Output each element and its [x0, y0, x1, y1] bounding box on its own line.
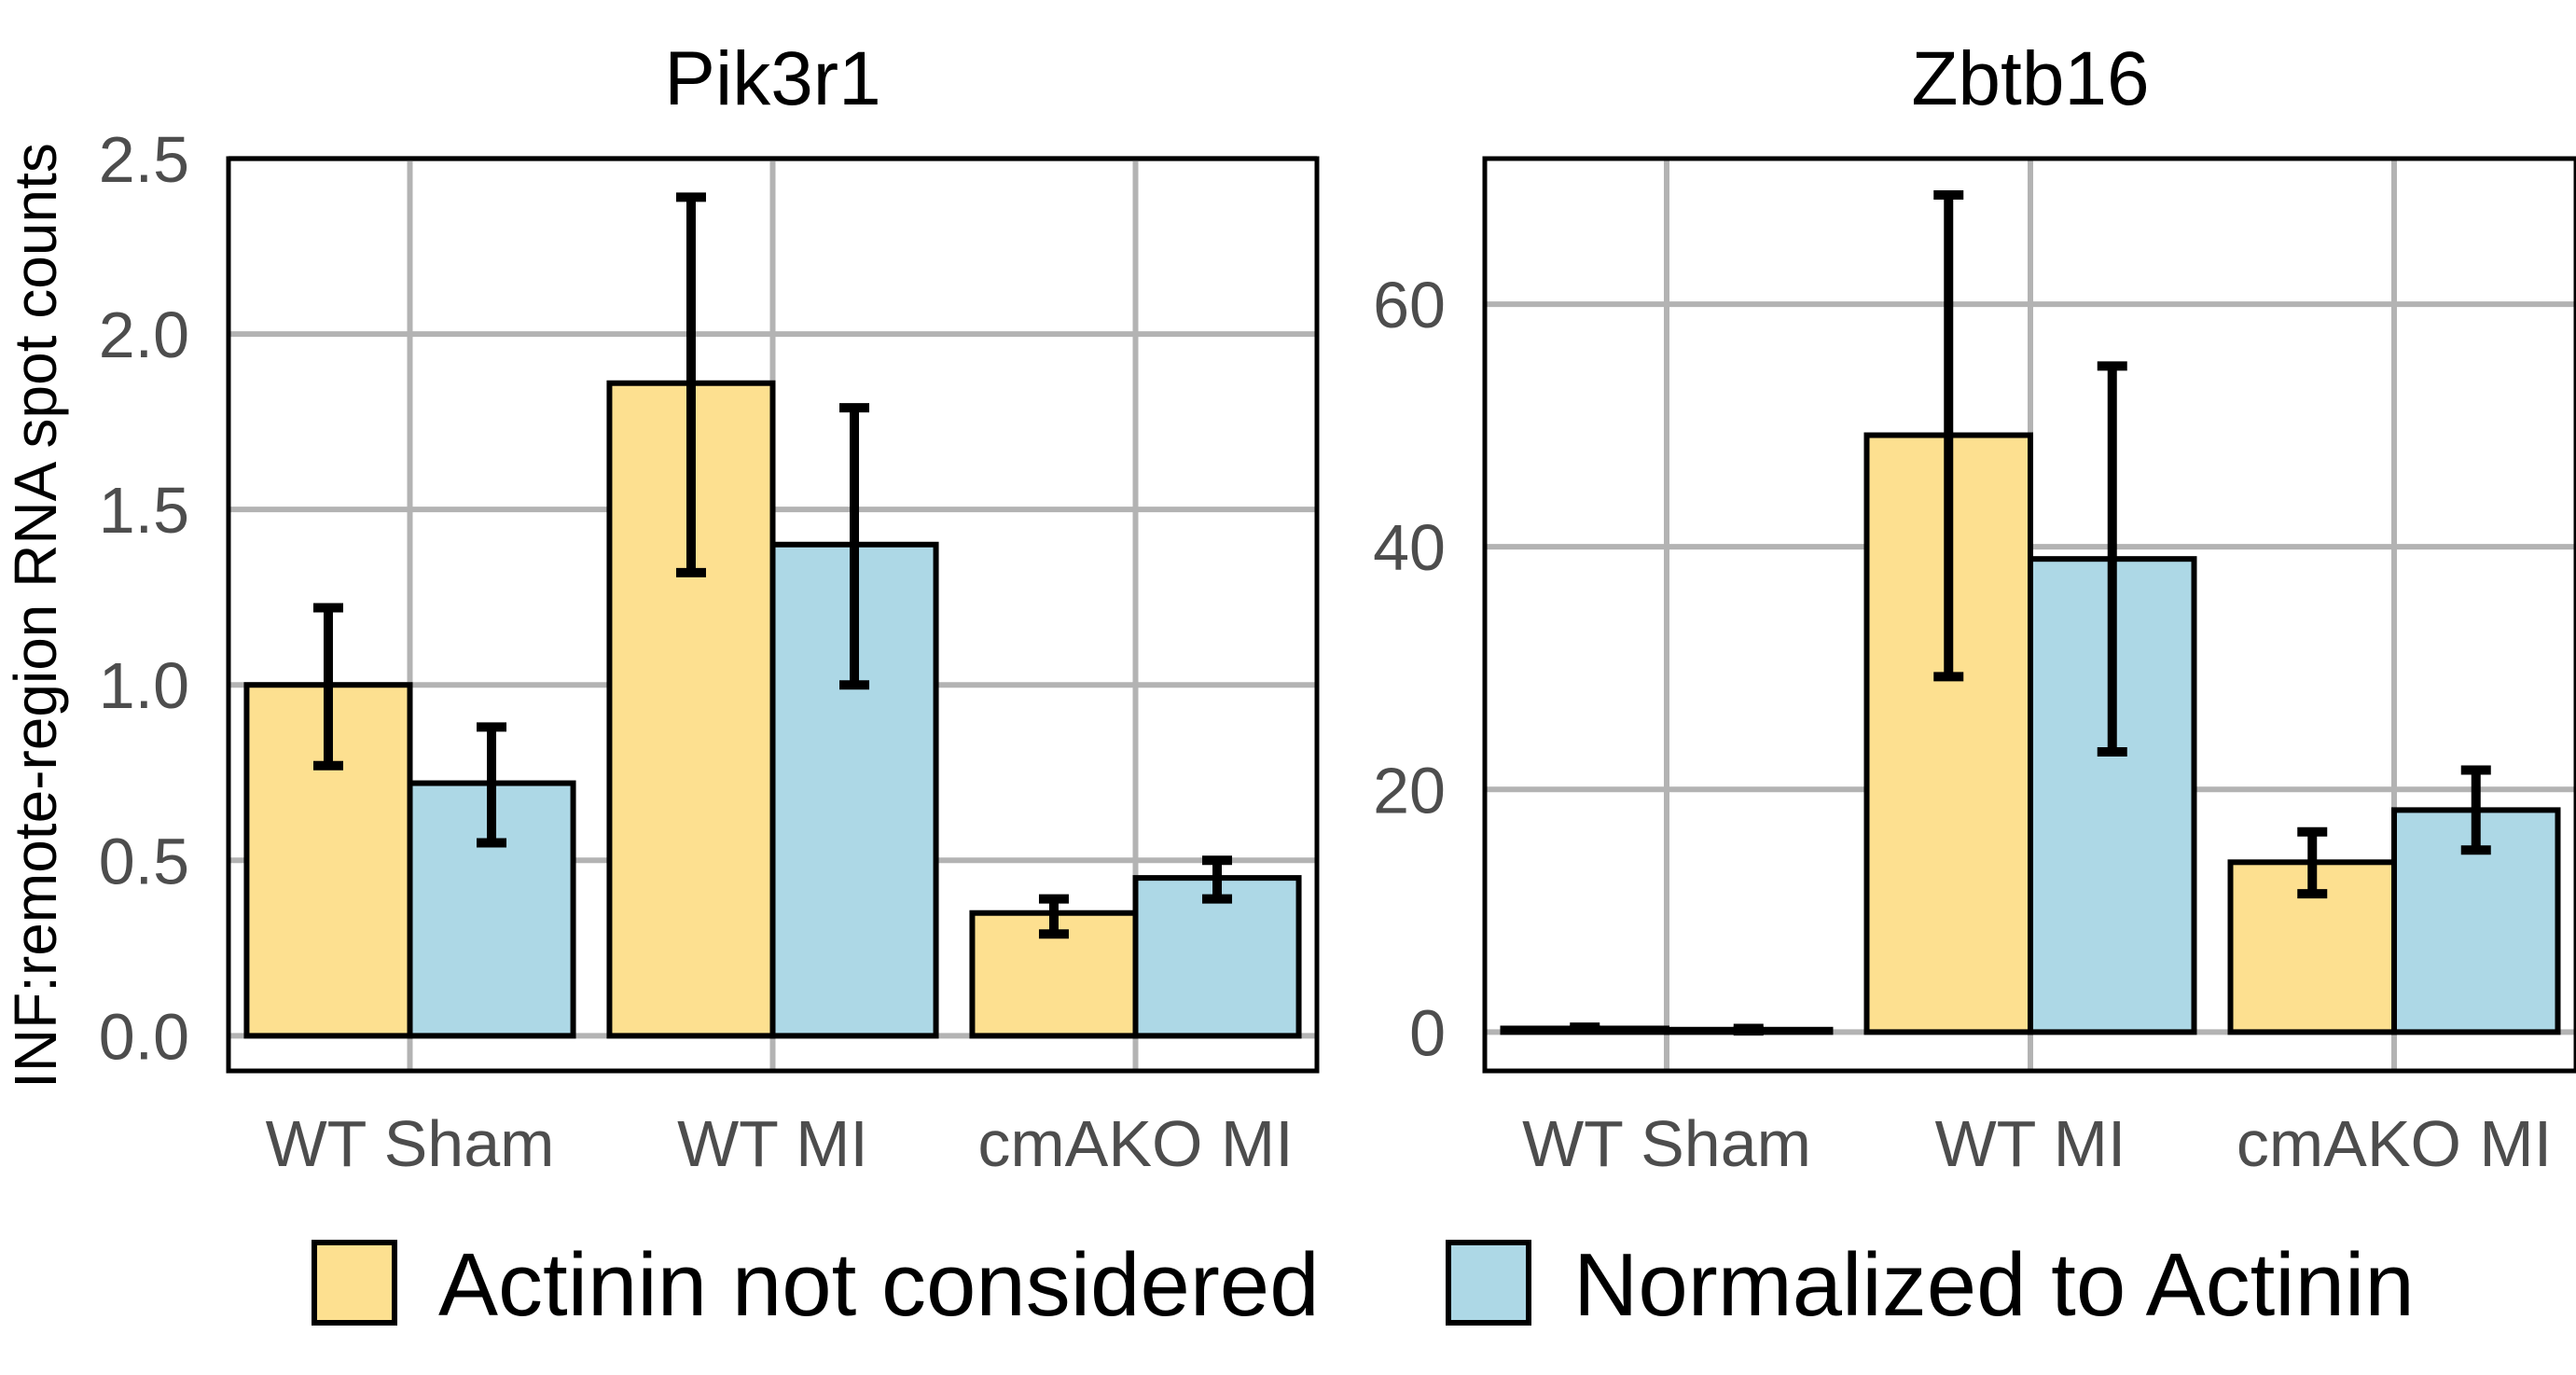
- y-tick-label: 1.5: [99, 474, 189, 547]
- x-tick-label: WT MI: [677, 1107, 868, 1180]
- error-bar: [1038, 894, 1069, 939]
- error-bar: [2297, 826, 2328, 899]
- legend-item: Normalized to Actinin: [1446, 1235, 2415, 1335]
- error-bar: [675, 192, 706, 577]
- legend-item: Actinin not considered: [312, 1235, 1320, 1335]
- panel-title: Zbtb16: [1911, 36, 2149, 121]
- error-bar: [477, 722, 507, 848]
- legend-swatch: [312, 1240, 397, 1326]
- panel-border: [1482, 156, 2576, 1074]
- x-tick-label: WT MI: [1935, 1107, 2126, 1180]
- error-bar: [1202, 855, 1233, 904]
- panel-border: [226, 156, 1320, 1074]
- y-tick-label: 20: [1373, 754, 1446, 826]
- legend-label: Actinin not considered: [438, 1235, 1320, 1335]
- panel-pik3r1: 0.0 0.5 1.0 1.5 2.0 2.5 WT Sham WT MI cmAKO MI Pi…: [99, 36, 1320, 1180]
- error-bar: [839, 403, 870, 690]
- y-tick-label: 1.0: [99, 649, 189, 722]
- y-axis-title: INF:remote-region RNA spot counts: [2, 143, 69, 1089]
- y-tick-label: 2.5: [99, 123, 189, 196]
- panel-title: Pik3r1: [664, 36, 880, 121]
- error-bar: [312, 603, 343, 771]
- y-tick-label: 60: [1373, 269, 1446, 341]
- error-bar: [1933, 190, 1964, 682]
- x-tick-label: WT Sham: [1522, 1107, 1811, 1180]
- error-bar: [1570, 1022, 1600, 1035]
- legend-swatch: [1446, 1240, 1531, 1326]
- panel-zbtb16: 0 20 40 60 WT Sham WT MI cmAKO MI Zbtb16: [1373, 36, 2576, 1180]
- y-tick-label: 0: [1409, 996, 1446, 1069]
- y-tick-label: 2.0: [99, 299, 189, 371]
- x-tick-label: WT Sham: [266, 1107, 555, 1180]
- y-tick-label: 0.0: [99, 1000, 189, 1073]
- error-bar: [1733, 1023, 1764, 1036]
- error-bar: [2460, 765, 2491, 855]
- panels-layer: 0.0 0.5 1.0 1.5 2.0 2.5 WT Sham WT MI cmAKO MI Pi…: [99, 36, 2576, 1180]
- bar: [1132, 875, 1302, 1039]
- legend: Actinin not considered Normalized to Acti…: [312, 1235, 2415, 1335]
- legend-label: Normalized to Actinin: [1573, 1235, 2415, 1335]
- x-tick-label: cmAKO MI: [977, 1107, 1293, 1180]
- x-tick-label: cmAKO MI: [2237, 1107, 2552, 1180]
- y-tick-label: 0.5: [99, 825, 189, 897]
- y-tick-label: 40: [1373, 511, 1446, 584]
- error-bar: [2097, 361, 2127, 757]
